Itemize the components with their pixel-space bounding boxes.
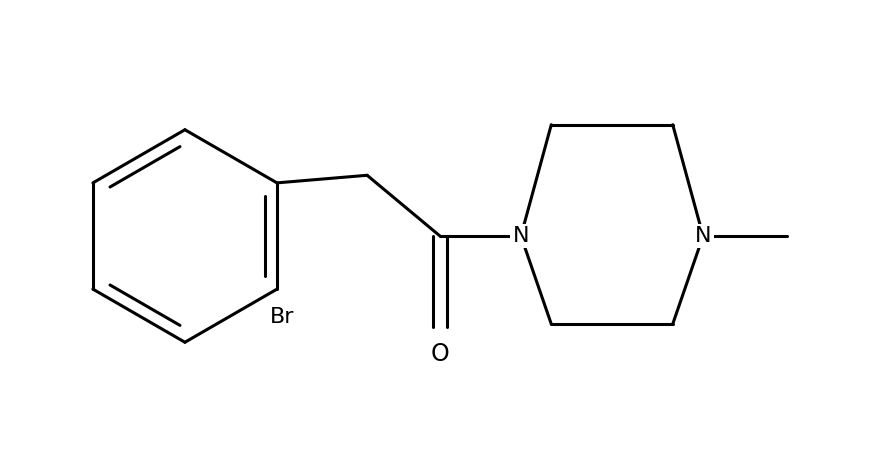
Text: O: O (431, 342, 449, 366)
Text: N: N (695, 226, 711, 246)
Text: N: N (513, 226, 529, 246)
Text: Br: Br (269, 307, 294, 328)
